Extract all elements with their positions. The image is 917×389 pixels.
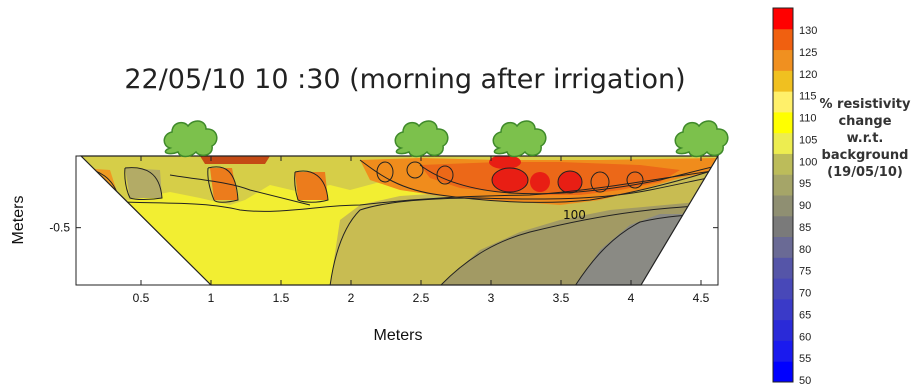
contour-line-2	[329, 175, 718, 285]
colorbar-tick-label: 125	[799, 47, 817, 59]
colorbar-tick-label: 85	[799, 222, 811, 234]
colorbar-label-line: background	[821, 148, 909, 163]
zone-pocket-1	[210, 168, 238, 200]
colorbar-swatch	[773, 70, 793, 92]
red-pocket-2	[530, 172, 550, 192]
colorbar-swatch	[773, 28, 793, 51]
x-tick-label: 2.5	[413, 291, 430, 305]
colorbar-swatch	[773, 132, 793, 154]
y-tick-label: -0.5	[49, 221, 70, 235]
zone-pocket-2	[295, 172, 328, 200]
x-tick-label: 2	[348, 291, 355, 305]
colorbar-swatch	[773, 195, 793, 217]
colorbar-tick-label: 60	[799, 331, 811, 343]
contour-ring-2	[557, 170, 583, 194]
colorbar-swatch	[773, 257, 793, 279]
colorbar-tick-label: 110	[799, 113, 817, 125]
colorbar-tick-label: 90	[799, 200, 811, 212]
red-pocket-1	[492, 168, 528, 192]
colorbar-swatch	[773, 236, 793, 258]
resistivity-contours	[81, 156, 718, 285]
colorbar-swatch	[773, 153, 793, 175]
colorbar-tick-label: 65	[799, 309, 811, 321]
colorbar-frame	[772, 7, 794, 383]
x-tick-label: 1	[208, 291, 215, 305]
contour-ring-3	[590, 171, 610, 193]
colorbar-tick-label: 130	[799, 25, 817, 37]
colorbar-tick-label: 115	[799, 91, 817, 103]
chart-title: 22/05/10 10 :30 (morning after irrigatio…	[124, 64, 686, 95]
colorbar-swatch	[773, 49, 793, 71]
tree-icon	[163, 120, 218, 158]
colorbar-swatch	[773, 8, 793, 30]
zone-dark-orange	[420, 162, 680, 195]
colorbar-label: % resistivity change w.r.t. background (…	[815, 96, 915, 181]
y-axis-label: Meters	[10, 196, 27, 245]
tree-icon	[492, 120, 547, 158]
y-axis: -0.5	[49, 221, 718, 235]
x-axis: 0.5 1 1.5 2 2.5 3 3.5 4 4.5	[133, 156, 710, 305]
colorbar-tick-label: 70	[799, 288, 811, 300]
colorbar-swatch	[773, 298, 793, 321]
contour-ring-1	[491, 167, 529, 193]
red-pocket-3	[558, 171, 582, 193]
colorbar-label-line: (19/05/10)	[827, 165, 903, 180]
red-pocket-4	[489, 156, 521, 169]
colorbar-swatch	[773, 174, 793, 196]
contour-line-10	[294, 170, 329, 203]
contour-ring-6	[406, 161, 424, 179]
colorbar-label-line: change	[838, 114, 892, 129]
x-tick-label: 3.5	[553, 291, 570, 305]
colorbar-tick-label: 75	[799, 266, 811, 278]
tree-icon	[674, 120, 729, 158]
x-axis-label: Meters	[374, 327, 423, 344]
contour-ring-5	[376, 161, 394, 183]
colorbar-tick-label: 120	[799, 69, 817, 81]
colorbar-swatch	[773, 91, 793, 113]
contour-line-5	[359, 159, 718, 203]
colorbar: 50 55 60 65 70 75 80 85 90 95 100 105 110 115 120 125 13…	[772, 7, 817, 387]
x-tick-label: 4.5	[693, 291, 710, 305]
colorbar-swatch	[773, 278, 793, 300]
zone-top-brown	[200, 156, 270, 164]
x-tick-label: 1.5	[273, 291, 290, 305]
x-tick-label: 3	[488, 291, 495, 305]
x-tick-label: 0.5	[133, 291, 150, 305]
colorbar-swatch	[773, 319, 793, 341]
colorbar-tick-label: 55	[799, 353, 811, 365]
contour-ring-4	[626, 171, 644, 189]
contour-line-9	[207, 166, 239, 203]
section-outline	[79, 155, 720, 286]
colorbar-tick-label: 50	[799, 375, 811, 387]
zone-left-grey	[125, 168, 162, 198]
tree-icon	[394, 120, 449, 158]
colorbar-label-line: w.r.t.	[846, 131, 884, 146]
contour-line-8	[124, 167, 163, 200]
colorbar-label-line: % resistivity	[819, 97, 911, 112]
contour-ring-7	[436, 165, 454, 185]
colorbar-tick-label: 100	[799, 156, 817, 168]
colorbar-swatch	[773, 215, 793, 238]
contour-line-1	[81, 169, 718, 212]
colorbar-tick-label: 105	[799, 134, 817, 146]
contour-label-100: 100	[563, 208, 586, 222]
contour-line-11	[169, 174, 311, 206]
trees	[163, 120, 729, 158]
colorbar-tick-label: 80	[799, 244, 811, 256]
colorbar-swatch	[773, 111, 793, 134]
colorbar-swatch	[773, 340, 793, 362]
colorbar-tick-label: 95	[799, 178, 811, 190]
x-tick-label: 4	[628, 291, 635, 305]
colorbar-swatch	[773, 361, 793, 383]
